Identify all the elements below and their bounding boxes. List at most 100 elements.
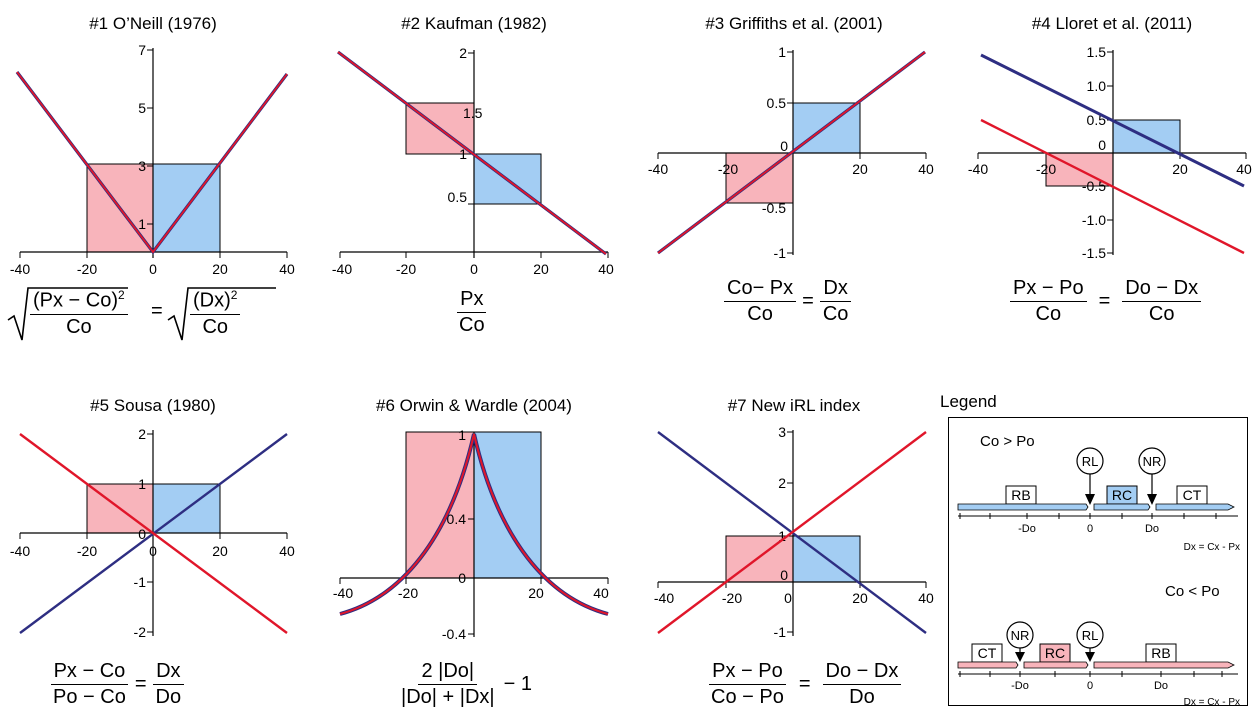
panel-2-red-line	[337, 51, 607, 255]
panel-5-ytick: -2	[134, 624, 147, 640]
panel-2-title: #2 Kaufman (1982)	[401, 14, 547, 33]
panel-1-lhs-den: Co	[66, 315, 92, 338]
panel-7-rhs-num: Do − Dx	[822, 660, 902, 685]
panel-6-title: #6 Orwin & Wardle (2004)	[376, 396, 572, 415]
panel-4-blue-line	[980, 53, 1245, 188]
panel-7-formula: Px − Po Co − Po = Do − Dx Do	[708, 660, 902, 709]
panel-3-lhs-num: Co− Px	[724, 277, 797, 302]
legend-top-bar-right	[1155, 503, 1235, 511]
panel-7-xtick: 0	[784, 590, 792, 606]
panel-7-xtick: -20	[722, 590, 742, 606]
legend-top-bar-mid	[1093, 503, 1151, 511]
panel-5-xtick: 0	[149, 543, 157, 559]
panel-7-xtick: -40	[654, 590, 674, 606]
panel-1-title: #1 O’Neill (1976)	[89, 14, 217, 33]
panel-6-blue-box	[473, 431, 542, 579]
panel-4-xtick: -40	[968, 161, 988, 177]
svg-text:NR: NR	[1143, 454, 1162, 469]
panel-7-xtick: 20	[852, 590, 868, 606]
panel-5-rhs-num: Dx	[153, 660, 184, 685]
panel-5-ytick: 1	[138, 476, 146, 492]
panel-6-red-curve	[339, 433, 609, 615]
panel-4-red-line	[980, 118, 1245, 255]
panel-7-ytick: 1	[778, 528, 786, 544]
panel-6-ytick: 1	[458, 427, 466, 443]
panel-4-xtick: 20	[1172, 161, 1188, 177]
panel-6-ytick: 0.4	[447, 511, 467, 527]
panel-3-title: #3 Griffiths et al. (2001)	[705, 14, 883, 33]
panel-4-formula: Px − Po Co = Do − Dx Co	[1010, 277, 1202, 326]
panel-6-ytick: 0	[458, 570, 466, 586]
svg-text:NR: NR	[1011, 628, 1030, 643]
panel-6-tail: − 1	[503, 673, 532, 695]
panel-2-formula: Px Co	[456, 288, 488, 337]
panel-5-xtick: -20	[77, 543, 97, 559]
panel-2-xtick: -40	[332, 261, 352, 277]
panel-2-den: Co	[459, 314, 485, 336]
panel-1-ytick: 7	[138, 42, 146, 58]
svg-text:CT: CT	[978, 645, 997, 661]
panel-2-num: Px	[457, 288, 487, 313]
legend-bottom-bar-left	[957, 661, 1019, 669]
panel-1-xtick: -20	[77, 261, 97, 277]
panel-3-formula: Co− Px Co = Dx Co	[724, 277, 851, 326]
panel-7-ytick: 0	[780, 567, 788, 583]
panel-6-xtick: -20	[398, 585, 418, 601]
panel-3-xtick: 20	[852, 161, 868, 177]
panel-1-ytick: 3	[138, 158, 146, 174]
legend-bottom-bar-right	[1093, 661, 1235, 669]
panel-5-lhs-num: Px − Co	[50, 660, 129, 685]
legend-bottom-bar-mid	[1023, 661, 1089, 669]
panel-3-ytick: 1	[778, 44, 786, 60]
panel-3-ytick: 0.5	[767, 95, 787, 111]
panel-5-ytick: -1	[134, 574, 147, 590]
panel-3-xtick: 0	[780, 138, 788, 154]
legend-bottom-condition: Co < Po	[1165, 583, 1220, 600]
panel-4-ytick: -1.0	[1082, 212, 1106, 228]
svg-text:Do: Do	[1154, 680, 1168, 692]
svg-text:RB: RB	[1011, 487, 1030, 503]
panel-3-xtick: -40	[648, 161, 668, 177]
panel-4-lhs-num: Px − Po	[1010, 277, 1087, 302]
svg-text:-Do: -Do	[1018, 523, 1036, 535]
panel-4-xtick: 40	[1236, 161, 1252, 177]
panel-1-xtick: 0	[149, 261, 157, 277]
panel-5-red-line	[19, 433, 288, 634]
panel-4-ytick: -1.5	[1082, 245, 1106, 261]
panel-6-xtick: 40	[593, 585, 609, 601]
panel-1-xtick: 40	[279, 261, 295, 277]
panel-6-ytick: -0.4	[442, 626, 466, 642]
panel-2-xtick: 40	[598, 261, 614, 277]
panel-6-xtick: 20	[528, 585, 544, 601]
panel-7-ytick: -1	[774, 624, 787, 640]
panel-1-ytick: 1	[138, 216, 146, 232]
panel-3-rhs-num: Dx	[820, 277, 851, 302]
panel-5-xtick: 20	[212, 543, 228, 559]
panel-4-ytick: -0.5	[1082, 178, 1106, 194]
panel-1-lhs-num: (Px − Co)	[33, 289, 119, 312]
svg-text:0: 0	[1087, 523, 1093, 535]
panel-1-red-line	[16, 71, 288, 254]
panel-6-pink-box	[405, 431, 475, 579]
panel-6-xtick: -40	[333, 585, 353, 601]
legend-bottom-note: Dx = Cx - Px	[1184, 697, 1240, 708]
panel-2-ytick: 1	[459, 146, 467, 162]
svg-text:0: 0	[1087, 680, 1093, 692]
panel-4-ytick: 1.0	[1087, 78, 1107, 94]
panel-5-formula: Px − Co Po − Co = Dx Do	[50, 660, 184, 709]
panel-5-xtick: 40	[279, 543, 295, 559]
panel-7-title: #7 New iRL index	[727, 396, 861, 415]
panel-1-ytick: 5	[138, 100, 146, 116]
panel-2-xtick: 0	[470, 261, 478, 277]
svg-text:RB: RB	[1151, 645, 1170, 661]
panel-3-ytick: -1	[774, 245, 787, 261]
panel-7-red-line	[657, 431, 927, 634]
svg-text:RC: RC	[1112, 487, 1132, 503]
svg-text:RL: RL	[1082, 628, 1099, 643]
svg-text:Do: Do	[1145, 523, 1159, 535]
